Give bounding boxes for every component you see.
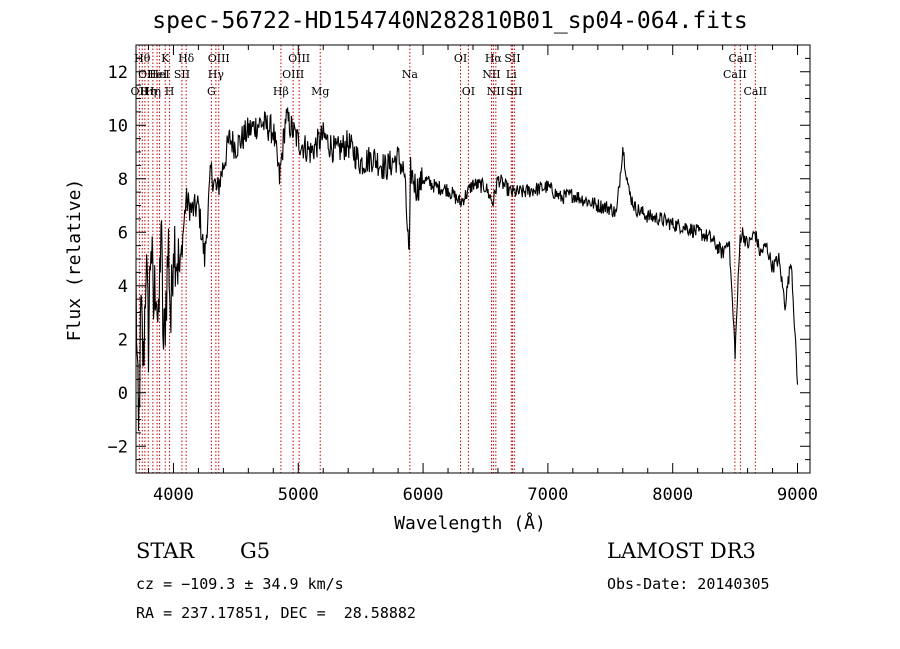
line-label: Mg bbox=[311, 85, 329, 98]
line-label: CaII bbox=[743, 85, 767, 98]
y-axis: −2 0 2 4 6 8 10 12 bbox=[108, 44, 810, 474]
x-axis: 4000 5000 6000 7000 8000 9000 bbox=[147, 45, 818, 505]
chart-title: spec-56722-HD154740N282810B01_sp04-064.f… bbox=[152, 8, 748, 34]
line-label: Na bbox=[402, 68, 419, 81]
plot-frame bbox=[135, 44, 811, 474]
survey-name: LAMOST DR3 bbox=[607, 539, 756, 563]
line-label: HeI bbox=[147, 68, 167, 81]
line-label: Hα bbox=[485, 52, 503, 65]
line-label: NII bbox=[482, 68, 500, 81]
line-label: OII bbox=[131, 85, 149, 98]
spectrum-series bbox=[135, 107, 799, 431]
x-axis-label: Wavelength (Å) bbox=[394, 512, 546, 534]
y-tick-label: −2 bbox=[108, 437, 128, 457]
line-label: G bbox=[207, 85, 216, 98]
line-label: Hγ bbox=[208, 68, 225, 81]
y-tick-label: 0 bbox=[118, 384, 128, 404]
x-tick-label: 5000 bbox=[278, 485, 319, 505]
y-tick-label: 8 bbox=[118, 170, 128, 190]
line-label: SII bbox=[506, 85, 522, 98]
line-label: H bbox=[165, 85, 175, 98]
line-label: NII bbox=[487, 85, 505, 98]
line-label: CaII bbox=[729, 52, 753, 65]
y-tick-label: 2 bbox=[118, 330, 128, 350]
line-label: Hθ bbox=[134, 52, 151, 65]
y-tick-label: 6 bbox=[118, 223, 128, 243]
redshift-info: cz = −109.3 ± 34.9 km/s bbox=[136, 575, 344, 593]
line-markers bbox=[138, 45, 756, 473]
observation-date: Obs-Date: 20140305 bbox=[607, 575, 770, 593]
line-labels: OIIHθOIHηHηHeIHeIKHSIIHδGHγOIIIHβOIIIOII… bbox=[131, 52, 768, 98]
line-label: SII bbox=[174, 68, 190, 81]
x-tick-label: 7000 bbox=[527, 485, 568, 505]
x-tick-label: 9000 bbox=[777, 485, 818, 505]
line-label: Hδ bbox=[178, 52, 195, 65]
x-tick-label: 8000 bbox=[652, 485, 693, 505]
line-label: Hβ bbox=[273, 85, 289, 98]
x-tick-label: 4000 bbox=[153, 485, 194, 505]
line-label: Li bbox=[506, 68, 517, 81]
object-subclass: G5 bbox=[240, 539, 271, 563]
x-tick-label: 6000 bbox=[403, 485, 444, 505]
y-axis-label: Flux (relative) bbox=[64, 179, 85, 342]
line-label: CaII bbox=[723, 68, 747, 81]
coordinates: RA = 237.17851, DEC = 28.58882 bbox=[136, 604, 416, 622]
line-label: OIII bbox=[288, 52, 310, 65]
line-label: OI bbox=[454, 52, 467, 65]
line-label: OI bbox=[462, 85, 475, 98]
line-label: SII bbox=[504, 52, 520, 65]
y-tick-label: 12 bbox=[108, 63, 128, 83]
line-label: Hη bbox=[140, 85, 156, 98]
line-label: K bbox=[161, 52, 170, 65]
line-label: OIII bbox=[282, 68, 304, 81]
object-class: STAR bbox=[136, 539, 195, 563]
y-tick-label: 10 bbox=[108, 116, 128, 136]
y-tick-label: 4 bbox=[118, 277, 128, 297]
line-label: HeI bbox=[149, 68, 169, 81]
line-label: Hη bbox=[145, 85, 161, 98]
line-label: OIII bbox=[208, 52, 230, 65]
